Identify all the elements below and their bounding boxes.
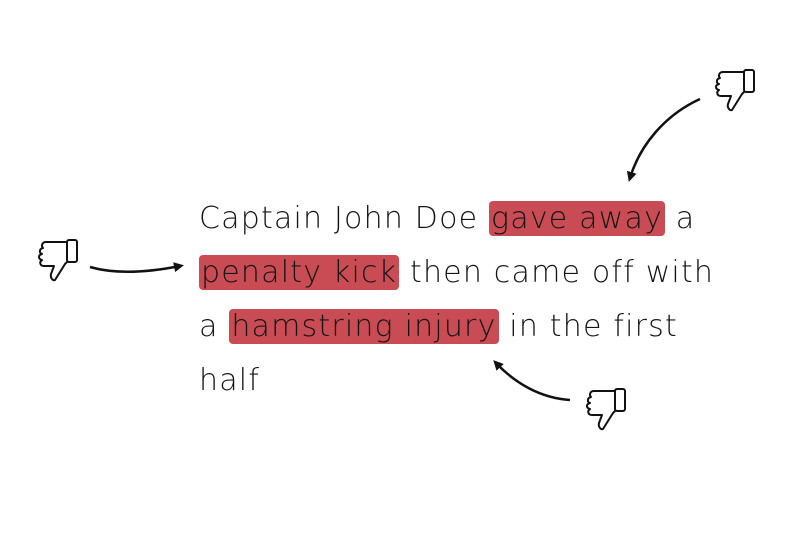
thumbs-down-icon (38, 239, 78, 282)
sentence-line-3: a hamstring injury in the first (199, 304, 678, 350)
plain-text: a (665, 201, 696, 236)
plain-text: half (199, 363, 261, 398)
plain-text: a (199, 309, 230, 344)
highlight-penalty-kick: penalty kick (199, 255, 400, 290)
highlight-gave-away: gave away (489, 201, 666, 236)
plain-text: then came off with (399, 255, 715, 290)
arrow-bottom-right (493, 360, 571, 402)
sentence-line-1: Captain John Doe gave away a (199, 196, 695, 242)
sentence-line-2: penalty kick then came off with (199, 250, 714, 296)
arrow-top-right (626, 97, 701, 182)
arrow-left (89, 262, 184, 274)
plain-text: in the first (498, 309, 678, 344)
plain-text: Captain John Doe (199, 201, 490, 236)
thumbs-down-icon (715, 69, 755, 112)
sentence-line-4: half (199, 358, 260, 404)
thumbs-down-icon (586, 388, 626, 431)
highlight-hamstring-injury: hamstring injury (229, 309, 499, 344)
